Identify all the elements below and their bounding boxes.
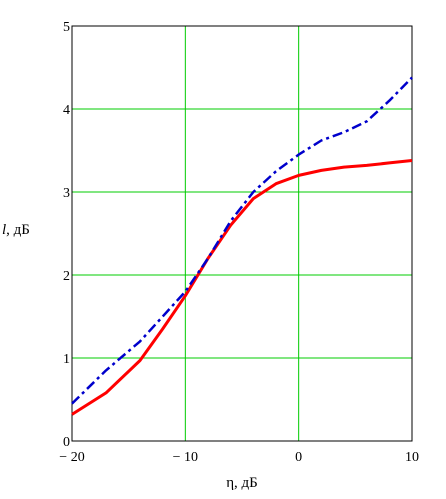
- y-tick-label: 1: [63, 352, 70, 367]
- x-tick-label: 0: [295, 450, 302, 465]
- y-axis-label-var: l: [2, 222, 6, 238]
- series-group: [71, 76, 413, 416]
- y-tick-labels: 0 1 2 3 4 5: [63, 20, 70, 450]
- series-line-1: [71, 159, 413, 416]
- x-tick-label: − 10: [173, 450, 198, 465]
- x-axis-label: η, дБ: [226, 475, 258, 491]
- y-axis-label-unit: , дБ: [6, 222, 30, 238]
- y-tick-label: 0: [63, 435, 70, 450]
- plot-frame: [71, 25, 413, 442]
- series-line-2: [71, 76, 413, 405]
- y-tick-label: 4: [63, 103, 70, 118]
- y-tick-label: 2: [63, 269, 70, 284]
- y-tick-label: 5: [63, 20, 70, 35]
- y-axis-label: l, дБ: [2, 222, 30, 238]
- grid-lines: [72, 26, 412, 441]
- x-tick-label: − 20: [59, 450, 84, 465]
- x-tick-label: 10: [405, 450, 419, 465]
- y-tick-label: 3: [63, 186, 70, 201]
- x-tick-labels: − 20 − 10 0 10: [59, 450, 419, 465]
